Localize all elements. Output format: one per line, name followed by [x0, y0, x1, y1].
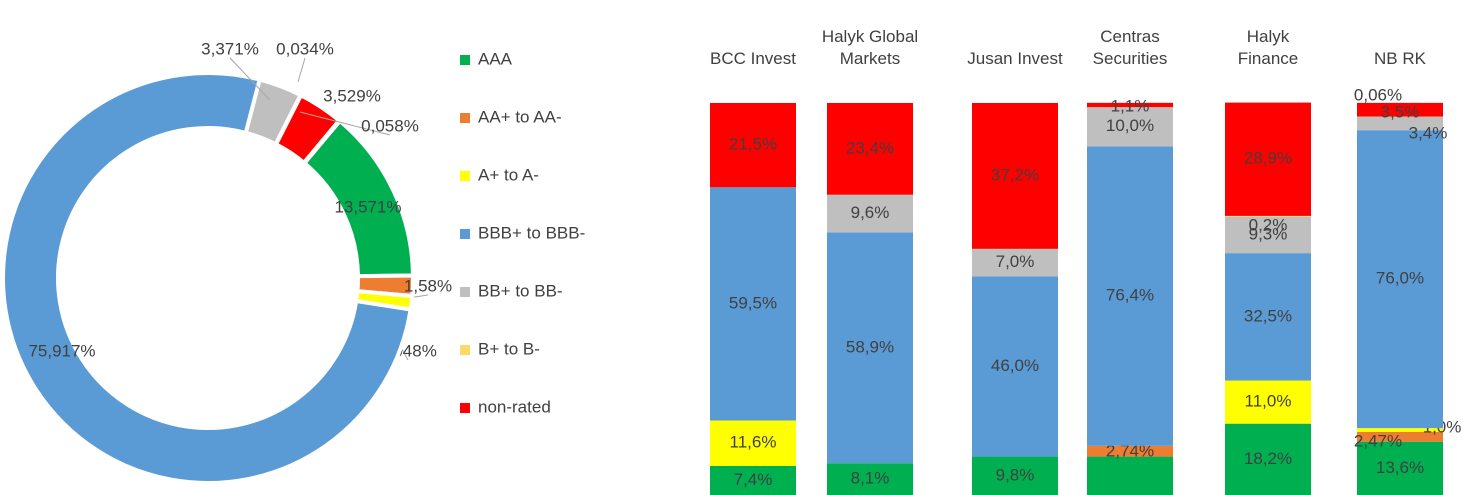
data-label: 3,529% — [323, 86, 381, 105]
legend-label: non-rated — [478, 397, 551, 416]
data-label: 18,2% — [1244, 449, 1292, 468]
legend-label: A+ to A- — [478, 165, 539, 184]
donut-slice — [301, 117, 343, 166]
x-tick-label: Halyk Finance — [1237, 27, 1299, 68]
bar-segment — [1225, 216, 1311, 254]
data-label: 21,5% — [729, 135, 777, 154]
data-label: 32,5% — [1244, 306, 1292, 325]
data-label: 3,371% — [201, 39, 259, 58]
data-label: 11,6% — [730, 433, 777, 452]
bar-segment — [1357, 428, 1443, 433]
bar-segment — [710, 103, 796, 188]
x-tick-label: NB RK — [1374, 49, 1426, 68]
data-label: 46,0% — [991, 356, 1039, 375]
data-label: 0,2% — [1249, 215, 1288, 234]
bar-segment — [972, 248, 1058, 277]
x-tick-label: Centras Securities — [1092, 27, 1168, 68]
data-label: 75,917% — [28, 341, 95, 360]
bar-segment — [1087, 445, 1173, 457]
bar-segment — [827, 194, 913, 233]
data-label: 9,3% — [1249, 224, 1288, 243]
bar-segment — [1357, 130, 1443, 429]
legend-swatch — [460, 345, 470, 355]
bar-segment — [972, 276, 1058, 457]
legend-swatch — [460, 229, 470, 239]
data-label: 59,5% — [729, 293, 777, 312]
legend-label: AAA — [478, 49, 513, 68]
leader-line — [229, 57, 271, 101]
data-label: 9,6% — [851, 203, 890, 222]
leader-line — [297, 57, 306, 83]
legend-swatch — [460, 55, 470, 65]
data-label: 23,4% — [846, 138, 894, 157]
data-label: 28,9% — [1244, 149, 1292, 168]
legend-label: BBB+ to BBB- — [478, 223, 585, 242]
x-tick-label: BCC Invest — [710, 49, 796, 68]
bar-segment — [827, 232, 913, 464]
bar-segment — [1225, 215, 1311, 217]
bar-segment — [1087, 146, 1173, 446]
data-label: 11,0% — [1245, 392, 1292, 411]
data-label: 7,4% — [734, 470, 773, 489]
bar-segment — [1357, 102, 1443, 117]
data-label: 9,8% — [996, 465, 1035, 484]
bar-segment — [972, 456, 1058, 495]
x-tick-label: Jusan Invest — [967, 49, 1063, 68]
bar-segment — [827, 463, 913, 495]
bar-segment — [710, 420, 796, 466]
leader-line — [299, 111, 391, 136]
bar-segment — [972, 103, 1058, 249]
bar-segment — [710, 465, 796, 495]
data-label: 0,06% — [1354, 85, 1402, 104]
data-label: 76,0% — [1376, 269, 1424, 288]
data-label: 2,74% — [1106, 441, 1154, 460]
data-label: 37,2% — [991, 165, 1039, 184]
bar-segment — [1225, 102, 1311, 216]
bar-segment — [1087, 107, 1173, 147]
data-label: 1,1% — [1111, 96, 1150, 115]
data-label: 3,4% — [1409, 123, 1448, 142]
data-label: 10,0% — [1106, 116, 1154, 135]
data-label: 0,034% — [276, 39, 334, 58]
legend-swatch — [460, 287, 470, 297]
bar-segment — [1357, 441, 1443, 495]
data-label: 7,0% — [996, 252, 1035, 271]
bar-segment — [1225, 423, 1311, 495]
bar-segment — [1357, 432, 1443, 442]
data-label: 8,1% — [851, 469, 890, 488]
bar-segment — [710, 187, 796, 421]
data-label: 3,5% — [1381, 102, 1420, 121]
data-label: 76,4% — [1106, 286, 1154, 305]
data-label: 13,6% — [1376, 458, 1424, 477]
legend-swatch — [460, 113, 470, 123]
bar-segment — [1225, 253, 1311, 381]
bar-segment — [1087, 456, 1173, 495]
legend-label: B+ to B- — [478, 339, 540, 358]
data-label: 13,571% — [334, 197, 401, 216]
data-label: 1,58% — [404, 276, 452, 295]
bar-segment — [827, 103, 913, 195]
bar-segment — [1357, 116, 1443, 131]
data-label: 0,058% — [361, 116, 419, 135]
legend-label: BB+ to BB- — [478, 281, 563, 300]
bar-segment — [1225, 380, 1311, 424]
x-tick-label: Halyk Global Markets — [821, 27, 919, 68]
legend-swatch — [460, 171, 470, 181]
legend-label: AA+ to AA- — [478, 107, 562, 126]
data-label: 2,47% — [1354, 431, 1402, 450]
legend-swatch — [460, 403, 470, 413]
donut-slice — [1, 71, 413, 485]
bar-segment — [1087, 102, 1173, 108]
data-label: 58,9% — [846, 337, 894, 356]
